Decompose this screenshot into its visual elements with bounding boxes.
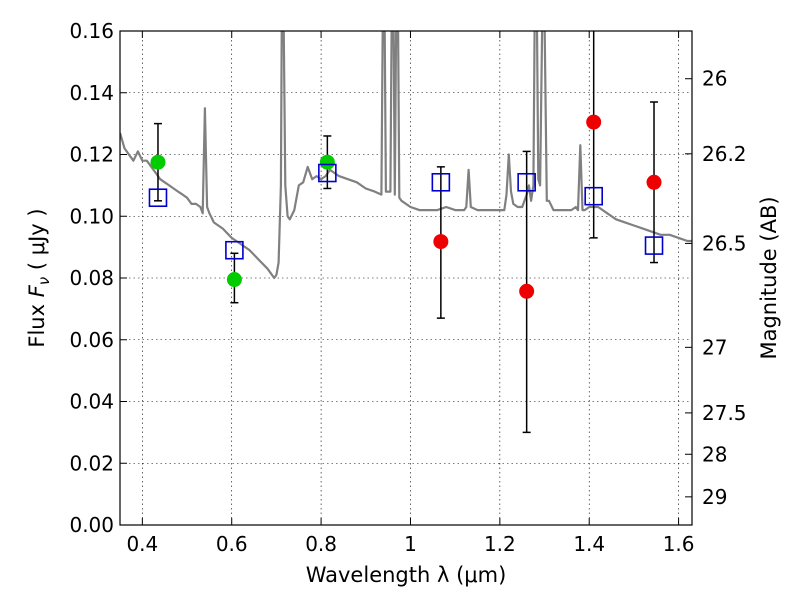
photometry-circle-marker (150, 154, 166, 170)
x-tick-label: 1.2 (484, 532, 516, 556)
model-spectrum-line (120, 31, 692, 280)
model-square-marker (148, 188, 168, 208)
y-tick-label: 0.00 (69, 513, 114, 537)
y-axis-title: Flux Fν ( μJy ) (25, 208, 53, 347)
model-square-marker (225, 240, 244, 260)
y2-tick-label: 27.5 (702, 401, 747, 425)
y-axis-title-subscript: ν (35, 277, 53, 285)
y2-tick-label: 28 (702, 442, 727, 466)
y-tick-label: 0.14 (69, 81, 114, 105)
x-tick-label: 0.4 (126, 532, 158, 556)
y-axis-title-prefix: Flux (25, 297, 49, 347)
x-tick-label: 1 (404, 532, 417, 556)
model-square-marker (584, 186, 603, 206)
photometry-circle-marker (586, 114, 602, 130)
y2-tick-label: 27 (702, 335, 727, 359)
x-tick-label: 1.6 (663, 532, 695, 556)
x-axis-title: Wavelength λ (μm) (306, 563, 507, 587)
photometry-circle-marker (319, 154, 335, 170)
y2-tick-label: 26 (702, 67, 727, 91)
y-axis-title-suffix: ( μJy ) (25, 208, 49, 276)
photometry-circle-marker (646, 174, 662, 190)
photometry-circle-marker (226, 272, 242, 288)
y-tick-label: 0.08 (69, 266, 114, 290)
y-axis-title-symbol: F (25, 284, 49, 297)
model-square-marker (517, 172, 536, 192)
y-tick-label: 0.06 (69, 328, 114, 352)
y2-tick-label: 26.5 (702, 231, 747, 255)
x-tick-label: 0.8 (305, 532, 337, 556)
photometry-circle-marker (433, 234, 449, 250)
model-square-marker (644, 236, 664, 255)
y2-tick-label: 29 (702, 485, 727, 509)
y2-axis-title: Magnitude (AB) (757, 196, 781, 359)
x-tick-label: 0.6 (216, 532, 248, 556)
y-tick-label: 0.16 (69, 19, 114, 43)
y2-tick-label: 26.2 (702, 142, 747, 166)
model-spectrum-layer (120, 31, 692, 280)
y-tick-label: 0.12 (69, 143, 114, 167)
model-square-marker (431, 172, 451, 192)
model-square-marker (318, 163, 337, 183)
photometry-circle-marker (519, 283, 535, 299)
y-tick-label: 0.10 (69, 204, 114, 228)
y-tick-label: 0.04 (69, 390, 114, 414)
data-markers (148, 114, 664, 299)
axis-ticks: 0.4 0.6 0.8 1 1.2 1.4 1.6 0.00 0.02 0.04 0.06 0.08 0… (69, 19, 746, 556)
x-tick-label: 1.4 (573, 532, 605, 556)
y-tick-label: 0.02 (69, 451, 114, 475)
